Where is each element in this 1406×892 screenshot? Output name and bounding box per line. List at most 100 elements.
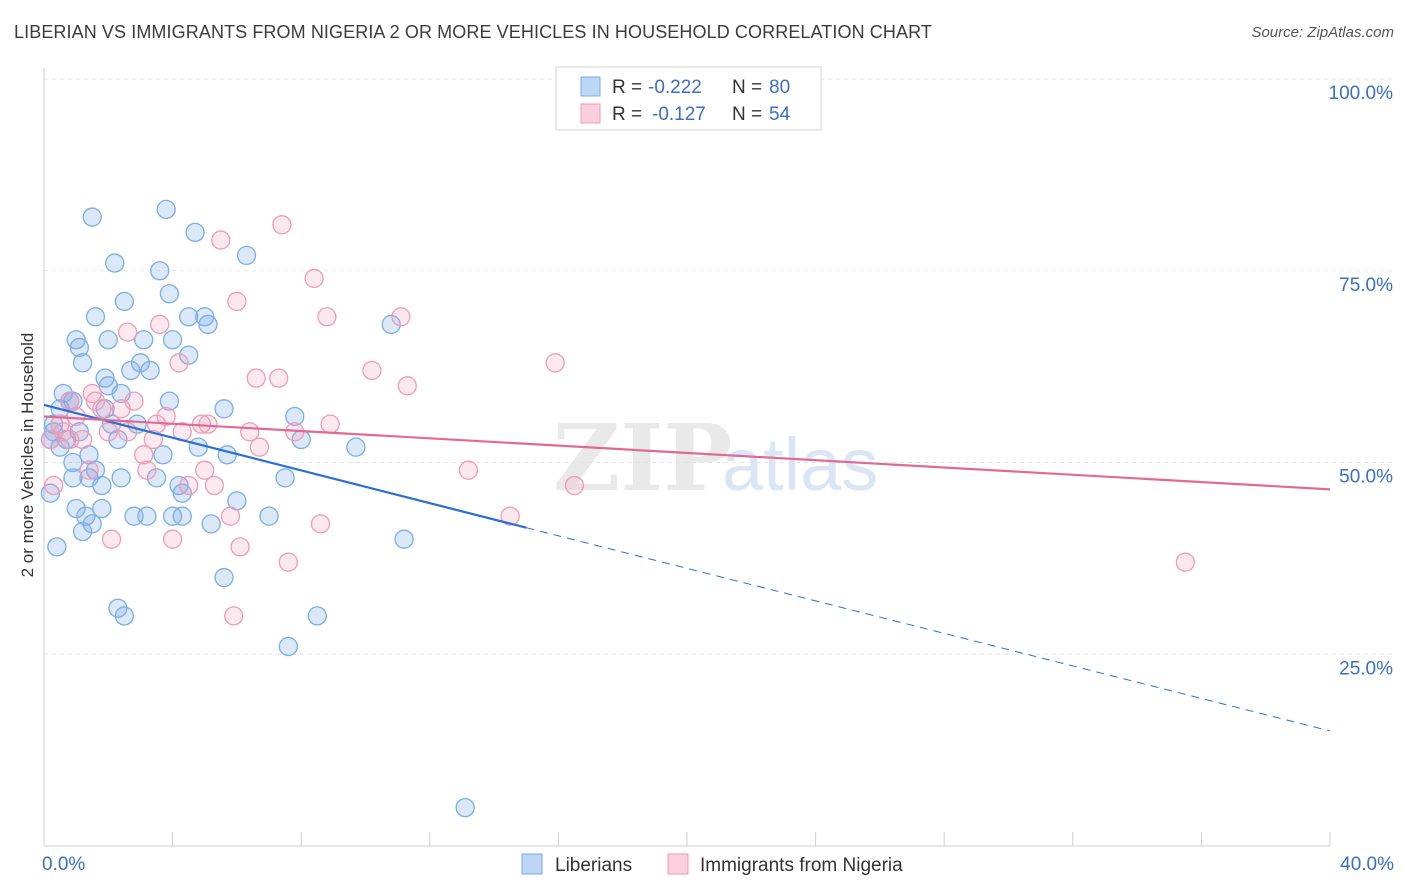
stats-n-value-1: 54: [769, 104, 791, 125]
trend-line-liberians-extension: [526, 527, 1331, 732]
trend-line-nigeria: [43, 415, 1331, 491]
point-nigeria: [162, 529, 183, 549]
point-liberians: [53, 383, 73, 404]
stats-r-label-0: R =: [612, 77, 642, 98]
point-nigeria: [278, 552, 298, 572]
trend-lines: [43, 403, 1331, 732]
point-nigeria: [391, 307, 411, 327]
point-nigeria: [227, 291, 247, 312]
stats-n-label-0: N =: [732, 77, 762, 98]
watermark-zip: ZIP: [553, 404, 732, 512]
y-tick-labels: 25.0% 50.0% 75.0% 100.0%: [1329, 83, 1394, 679]
point-liberians: [185, 222, 205, 243]
point-nigeria: [156, 406, 176, 427]
point-liberians: [92, 498, 112, 519]
point-liberians: [162, 330, 183, 350]
y-tick-label-75: 75.0%: [1339, 275, 1393, 296]
point-nigeria: [249, 437, 270, 457]
point-nigeria: [43, 475, 64, 496]
stats-r-value-0: -0.222: [648, 77, 702, 98]
point-nigeria: [85, 391, 106, 411]
point-nigeria: [198, 414, 218, 434]
point-liberians: [82, 514, 102, 534]
point-liberians: [137, 506, 157, 526]
point-nigeria: [304, 268, 324, 289]
point-nigeria: [269, 368, 289, 388]
point-liberians: [217, 445, 237, 465]
point-liberians: [108, 429, 128, 450]
stats-n-value-0: 80: [769, 77, 790, 98]
point-liberians: [72, 353, 93, 373]
point-nigeria: [211, 230, 231, 250]
point-nigeria: [397, 376, 417, 396]
point-nigeria: [564, 475, 585, 496]
point-liberians: [179, 307, 199, 327]
point-nigeria: [317, 307, 337, 327]
point-liberians: [346, 437, 366, 457]
point-liberians: [47, 537, 67, 557]
point-liberians: [188, 437, 208, 457]
point-liberians: [156, 199, 176, 220]
chart-title: LIBERIAN VS IMMIGRANTS FROM NIGERIA 2 OR…: [14, 22, 932, 42]
point-liberians: [111, 468, 131, 488]
point-liberians: [285, 406, 305, 427]
point-nigeria: [179, 475, 199, 496]
point-liberians: [98, 330, 118, 350]
point-liberians: [85, 307, 106, 327]
y-axis-title: 2 or more Vehicles in Household: [18, 333, 37, 578]
point-liberians: [307, 606, 327, 626]
point-liberians: [108, 598, 128, 618]
stats-swatch-pink: [580, 103, 601, 124]
point-liberians: [105, 253, 125, 273]
point-nigeria: [230, 537, 250, 557]
point-liberians: [179, 345, 199, 365]
series-liberians: [40, 199, 475, 818]
point-liberians: [201, 514, 221, 534]
point-liberians: [76, 506, 96, 526]
legend-label-nigeria: Immigrants from Nigeria: [700, 855, 903, 876]
point-nigeria: [92, 399, 112, 419]
point-liberians: [66, 498, 86, 519]
point-liberians: [172, 506, 192, 526]
point-liberians: [381, 314, 401, 335]
y-tick-label-100: 100.0%: [1329, 83, 1394, 104]
point-liberians: [150, 261, 170, 281]
x-tick-marks: [43, 832, 1331, 846]
point-liberians: [214, 399, 234, 419]
x-tick-label-max: 40.0%: [1340, 854, 1394, 875]
point-liberians: [259, 506, 279, 526]
point-liberians: [153, 445, 173, 465]
point-nigeria: [545, 353, 565, 373]
legend-swatch-nigeria: [667, 853, 689, 875]
watermark-atlas: atlas: [722, 423, 878, 506]
stats-n-label-1: N =: [732, 104, 762, 125]
point-liberians: [134, 330, 154, 350]
stats-swatch-blue: [580, 76, 601, 97]
point-nigeria: [362, 360, 382, 381]
point-liberians: [72, 521, 93, 542]
point-nigeria: [220, 506, 241, 526]
point-nigeria: [117, 322, 138, 342]
point-liberians: [69, 337, 90, 358]
legend-swatch-liberians: [521, 853, 543, 875]
point-nigeria: [1175, 552, 1195, 572]
point-liberians: [278, 636, 298, 657]
point-nigeria: [53, 422, 73, 442]
point-liberians: [236, 245, 257, 266]
point-liberians: [159, 391, 180, 411]
point-liberians: [114, 291, 135, 312]
point-nigeria: [310, 514, 331, 534]
point-nigeria: [79, 460, 99, 480]
series-immigrants-from-nigeria: [40, 215, 1195, 626]
point-liberians: [159, 284, 180, 304]
point-nigeria: [134, 445, 154, 465]
point-nigeria: [500, 506, 520, 526]
point-nigeria: [272, 215, 292, 235]
point-liberians: [82, 207, 102, 227]
stats-r-label-1: R =: [612, 104, 642, 125]
point-liberians: [50, 437, 70, 457]
point-nigeria: [150, 314, 170, 335]
point-nigeria: [246, 368, 266, 388]
point-liberians: [121, 360, 141, 381]
